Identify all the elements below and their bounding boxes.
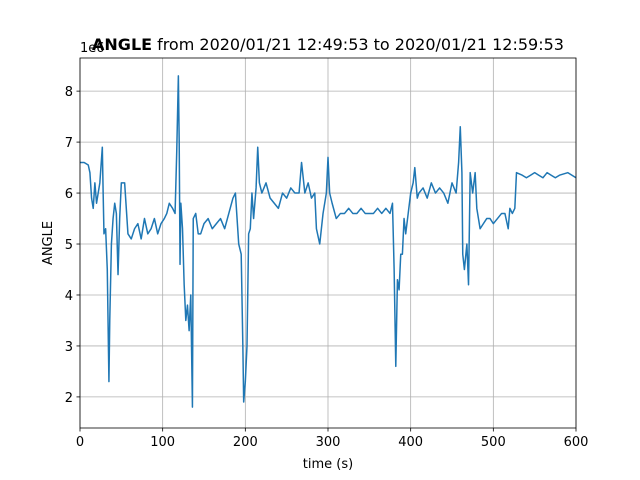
x-tick-label: 300 — [316, 435, 341, 450]
title-bold: ANGLE — [92, 35, 152, 54]
axes-frame — [79, 57, 577, 429]
offset-label: 1e6 — [80, 41, 105, 56]
y-axis-label: ANGLE — [41, 221, 56, 265]
y-tick-label: 4 — [65, 289, 73, 304]
title-rest: from 2020/01/21 12:49:53 to 2020/01/21 1… — [157, 35, 564, 54]
x-tick-label: 400 — [398, 435, 423, 450]
plot-area: 0 100 200 300 400 500 600 2 3 4 5 6 7 8 — [65, 57, 589, 450]
x-tick-label: 500 — [481, 435, 506, 450]
x-tick-label: 100 — [150, 435, 175, 450]
y-tick-label: 3 — [65, 340, 73, 355]
y-tick-label: 6 — [65, 187, 73, 202]
x-axis-label: time (s) — [303, 457, 353, 472]
x-tick-label: 200 — [233, 435, 258, 450]
x-tick-label: 600 — [564, 435, 589, 450]
y-tick-label: 8 — [65, 85, 73, 100]
y-tick-label: 7 — [65, 136, 73, 151]
chart-title: ANGLE from 2020/01/21 12:49:53 to 2020/01… — [92, 35, 564, 54]
y-tick-label: 5 — [65, 238, 73, 253]
y-tick-label: 2 — [65, 391, 73, 406]
x-tick-label: 0 — [76, 435, 84, 450]
data-line — [80, 75, 576, 408]
